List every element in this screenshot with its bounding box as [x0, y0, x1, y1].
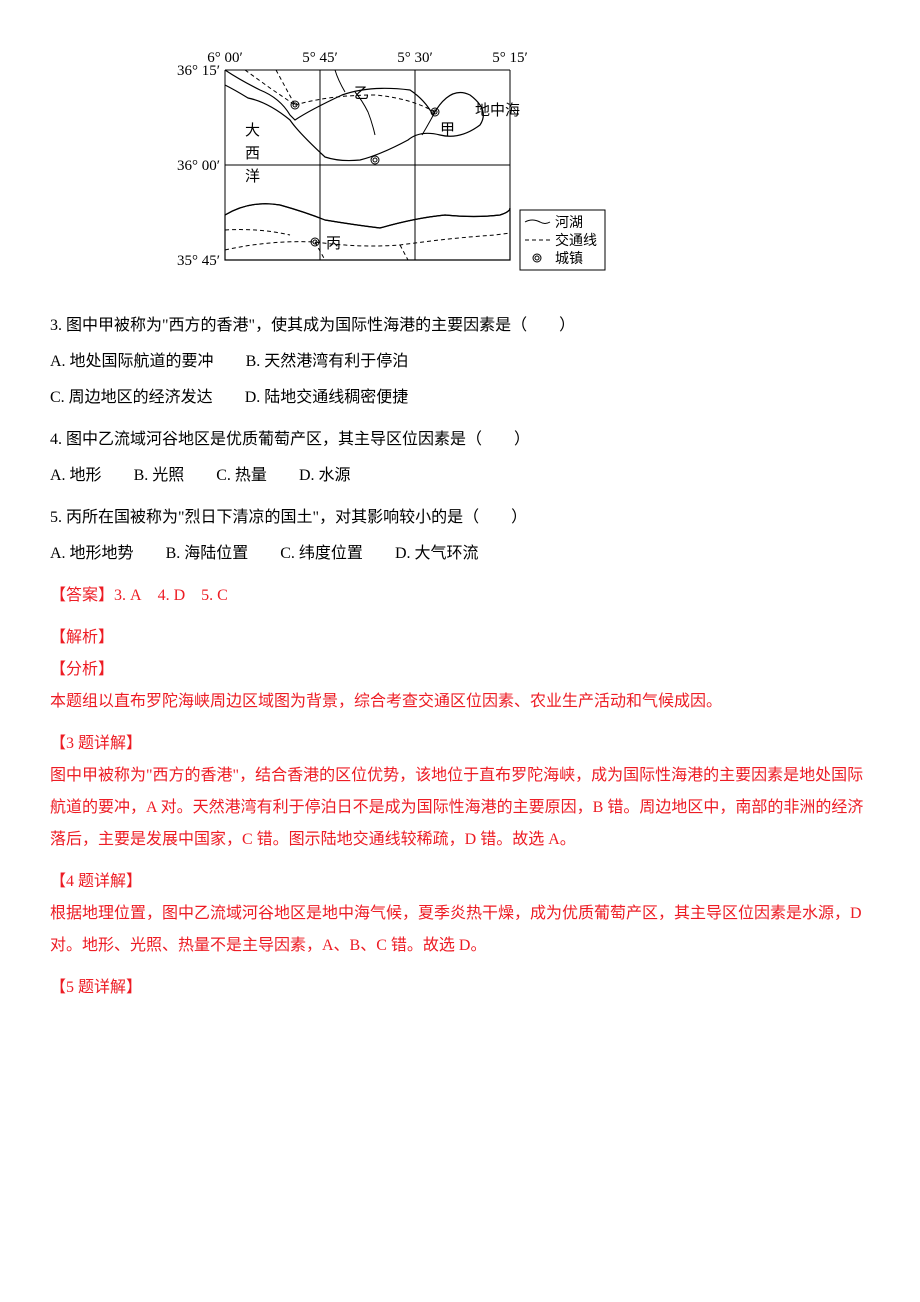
q3-options-row2: C. 周边地区的经济发达 D. 陆地交通线稠密便捷 — [50, 382, 870, 414]
q5-option-c: C. 纬度位置 — [280, 538, 363, 570]
legend-river: 河湖 — [555, 215, 583, 231]
lon-label-3: 5° 15′ — [492, 50, 528, 66]
q3-option-d: D. 陆地交通线稠密便捷 — [245, 382, 409, 414]
point-yi: 乙 — [354, 86, 369, 102]
explanation-header: 【解析】 — [50, 622, 870, 654]
point-jia: 甲 — [440, 122, 455, 138]
q3-option-b: B. 天然港湾有利于停泊 — [246, 346, 409, 378]
answer-3: 3. A — [114, 587, 142, 604]
q4-detail-text: 根据地理位置，图中乙流域河谷地区是地中海气候，夏季炎热干燥，成为优质葡萄产区，其… — [50, 898, 870, 962]
answer-4: 4. D — [158, 587, 186, 604]
q5-option-a: A. 地形地势 — [50, 538, 134, 570]
analysis-header: 【分析】 — [50, 654, 870, 686]
map-figure: 6° 00′ 5° 45′ 5° 30′ 5° 15′ 36° 15′ 36° … — [150, 40, 870, 290]
q5-detail-header: 【5 题详解】 — [50, 972, 870, 1004]
lat-label-0: 36° 15′ — [177, 63, 220, 79]
legend-town: 城镇 — [555, 251, 583, 267]
q4-detail-header: 【4 题详解】 — [50, 866, 870, 898]
q3-detail-header: 【3 题详解】 — [50, 728, 870, 760]
q4-option-a: A. 地形 — [50, 460, 102, 492]
q4-text: 4. 图中乙流域河谷地区是优质葡萄产区，其主导区位因素是（ ） — [50, 424, 870, 456]
q3-option-a: A. 地处国际航道的要冲 — [50, 346, 214, 378]
q3-text: 3. 图中甲被称为"西方的香港"，使其成为国际性海港的主要因素是（ ） — [50, 310, 870, 342]
atlantic-1: 西 — [245, 146, 260, 162]
med-label: 地中海 — [475, 102, 520, 119]
lat-label-2: 35° 45′ — [177, 253, 220, 269]
answers-line: 【答案】3. A 4. D 5. C — [50, 580, 870, 612]
lat-label-1: 36° 00′ — [177, 158, 220, 174]
answers-label: 【答案】 — [50, 587, 114, 604]
q3-detail-text: 图中甲被称为"西方的香港"，结合香港的区位优势，该地位于直布罗陀海峡，成为国际性… — [50, 760, 870, 856]
q4-option-c: C. 热量 — [216, 460, 267, 492]
q4-option-d: D. 水源 — [299, 460, 351, 492]
atlantic-2: 洋 — [245, 168, 260, 185]
lon-label-2: 5° 30′ — [397, 50, 433, 66]
legend-route: 交通线 — [555, 232, 597, 249]
q5-text: 5. 丙所在国被称为"烈日下清凉的国土"，对其影响较小的是（ ） — [50, 502, 870, 534]
point-bing: 丙 — [326, 236, 341, 252]
q3-options-row1: A. 地处国际航道的要冲 B. 天然港湾有利于停泊 — [50, 346, 870, 378]
lon-label-1: 5° 45′ — [302, 50, 338, 66]
q5-options: A. 地形地势 B. 海陆位置 C. 纬度位置 D. 大气环流 — [50, 538, 870, 570]
q5-option-b: B. 海陆位置 — [166, 538, 249, 570]
answer-5: 5. C — [201, 587, 228, 604]
q3-option-c: C. 周边地区的经济发达 — [50, 382, 213, 414]
q5-option-d: D. 大气环流 — [395, 538, 479, 570]
q4-options: A. 地形 B. 光照 C. 热量 D. 水源 — [50, 460, 870, 492]
q4-option-b: B. 光照 — [134, 460, 185, 492]
atlantic-0: 大 — [245, 122, 260, 139]
map-svg: 6° 00′ 5° 45′ 5° 30′ 5° 15′ 36° 15′ 36° … — [150, 40, 610, 290]
analysis-text: 本题组以直布罗陀海峡周边区域图为背景，综合考查交通区位因素、农业生产活动和气候成… — [50, 686, 870, 718]
